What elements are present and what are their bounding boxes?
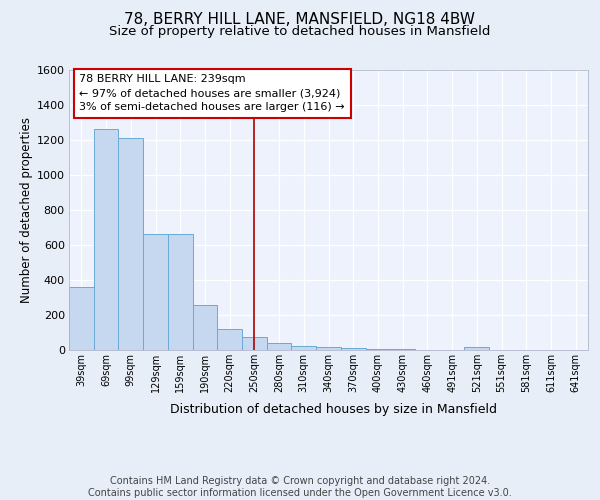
Bar xyxy=(242,337,267,350)
Bar xyxy=(69,287,94,350)
Bar xyxy=(316,348,341,350)
Bar xyxy=(464,347,489,350)
Bar xyxy=(341,348,365,350)
Text: Contains HM Land Registry data © Crown copyright and database right 2024.
Contai: Contains HM Land Registry data © Crown c… xyxy=(88,476,512,498)
Text: 78 BERRY HILL LANE: 239sqm
← 97% of detached houses are smaller (3,924)
3% of se: 78 BERRY HILL LANE: 239sqm ← 97% of deta… xyxy=(79,74,345,112)
Bar xyxy=(217,329,242,350)
Text: Size of property relative to detached houses in Mansfield: Size of property relative to detached ho… xyxy=(109,25,491,38)
Text: 78, BERRY HILL LANE, MANSFIELD, NG18 4BW: 78, BERRY HILL LANE, MANSFIELD, NG18 4BW xyxy=(125,12,476,28)
Bar xyxy=(365,349,390,350)
Bar xyxy=(193,306,217,350)
Bar xyxy=(267,343,292,350)
Bar xyxy=(94,128,118,350)
Text: Distribution of detached houses by size in Mansfield: Distribution of detached houses by size … xyxy=(170,402,497,415)
Bar xyxy=(168,234,193,350)
Bar xyxy=(118,138,143,350)
Bar xyxy=(143,234,168,350)
Bar xyxy=(292,346,316,350)
Y-axis label: Number of detached properties: Number of detached properties xyxy=(20,117,32,303)
